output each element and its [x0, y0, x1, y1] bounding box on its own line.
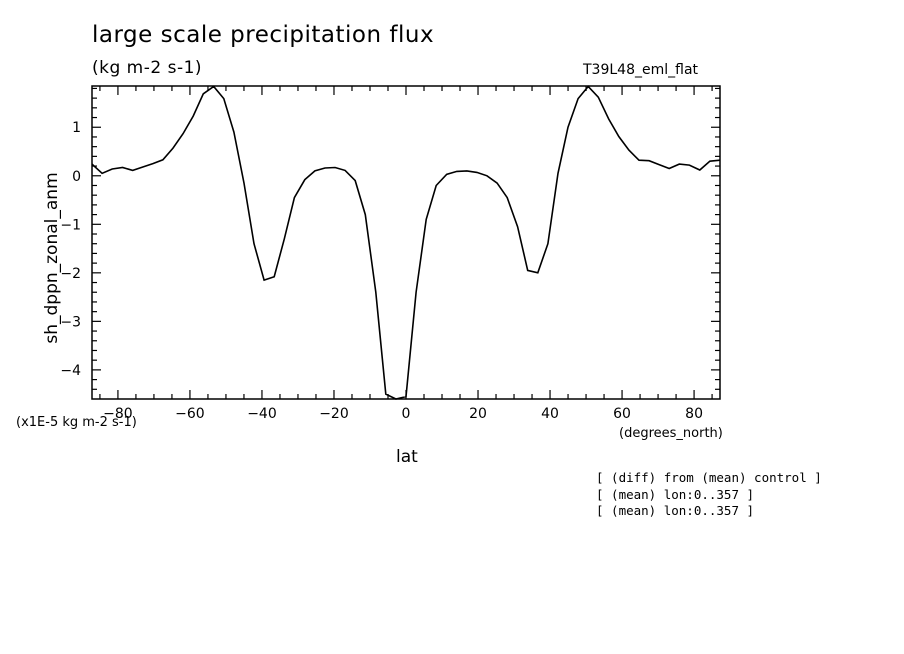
tick-group: −80 −60 −40 −20 0 20 40 60 80 −4 −3 −2 −1 0 1 [60, 86, 720, 422]
x-tick-label: 20 [469, 406, 487, 422]
x-tick-label: 60 [613, 406, 631, 422]
y-tick-label: −4 [60, 363, 81, 379]
x-tick-label: −80 [103, 406, 133, 422]
y-tick-label: −2 [60, 266, 81, 282]
x-tick-label: −40 [247, 406, 277, 422]
x-units-label: (degrees_north) [619, 426, 723, 441]
x-tick-label: 80 [685, 406, 703, 422]
series-points [91, 85, 721, 400]
annotation-line: [ (mean) lon:0..357 ] [596, 487, 755, 502]
chart-units: (kg m-2 s-1) [92, 58, 203, 78]
x-tick-label: 0 [402, 406, 411, 422]
x-axis-label: lat [396, 447, 418, 467]
y-tick-label: 1 [72, 120, 81, 136]
series-line [91, 85, 721, 400]
y-tick-label: −3 [60, 314, 81, 330]
y-tick-label: 0 [72, 169, 81, 185]
x-tick-label: 40 [541, 406, 559, 422]
x-tick-label: −20 [319, 406, 349, 422]
x-tick-label: −60 [175, 406, 205, 422]
annotation-line: [ (mean) lon:0..357 ] [596, 503, 755, 518]
annotation-line: [ (diff) from (mean) control ] [596, 470, 822, 485]
chart-title: large scale precipitation flux [92, 22, 435, 48]
y-scale-note: (x1E-5 kg m-2 s-1) [16, 415, 137, 430]
run-label: T39L48_eml_flat [583, 62, 699, 78]
y-tick-label: −1 [60, 217, 81, 233]
plot-frame [91, 85, 721, 400]
